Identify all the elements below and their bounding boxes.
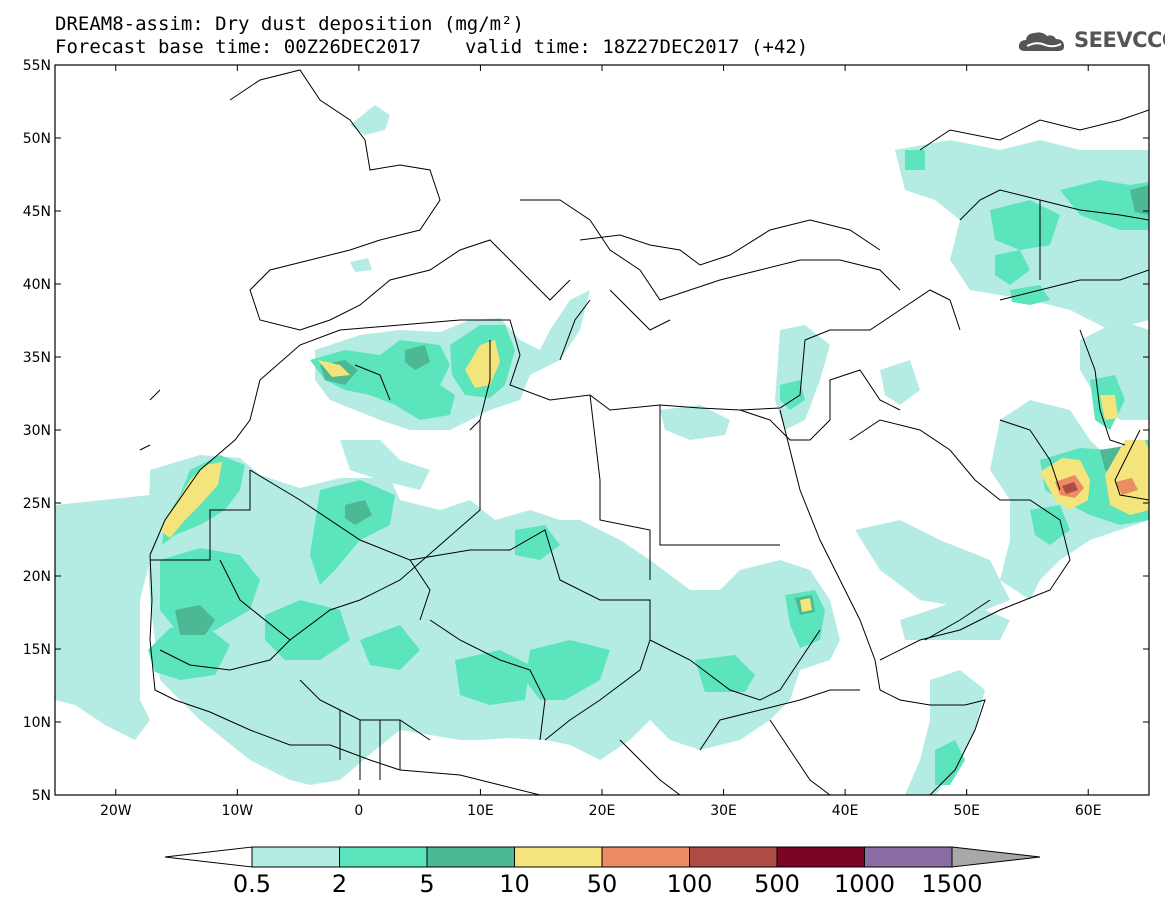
colorbar-swatch [251,846,340,868]
lon-label: 60E [1075,803,1102,819]
lon-label: 50E [953,803,980,819]
lon-label: 10W [221,803,253,819]
colorbar-swatch [339,846,428,868]
axis-ticks [55,64,1149,796]
cloud-icon [1018,32,1065,51]
dust-field [55,105,1149,795]
lon-label: 20E [589,803,616,819]
colorbar-label: 10 [499,870,530,898]
lat-label: 40N [23,277,51,293]
logo-text: SEEVCCC [1074,28,1165,52]
lat-label: 5N [32,788,51,804]
lat-label: 35N [23,350,51,366]
colorbar-upper-arrow [951,846,1041,868]
lon-label: 30E [710,803,737,819]
colorbar-swatch [864,846,953,868]
colorbar-swatch [426,846,515,868]
colorbar-swatch [601,846,690,868]
lat-label: 25N [23,496,51,512]
latitude-labels: 55N 50N 45N 40N 35N 30N 25N 20N 15N 10N 5N [23,58,51,804]
longitude-labels: 20W 10W 0 10E 20E 30E 40E 50E 60E [100,803,1102,819]
lat-label: 15N [23,642,51,658]
colorbar-label: 0.5 [233,870,271,898]
colorbar-label: 500 [754,870,800,898]
boundaries [139,69,1149,795]
lon-label: 0 [354,803,363,819]
valid-time: valid time: 18Z27DEC2017 (+42) [465,36,809,58]
lon-label: 10E [467,803,494,819]
forecast-times: Forecast base time: 00Z26DEC2017 valid ti… [55,37,808,57]
base-time: Forecast base time: 00Z26DEC2017 [55,36,422,58]
colorbar-label: 100 [667,870,713,898]
lat-label: 30N [23,423,51,439]
colorbar-swatch [689,846,778,868]
map-title: DREAM8-assim: Dry dust deposition (mg/m²… [55,13,524,35]
colorbar-label: 5 [419,870,434,898]
colorbar: 0.5 2 5 10 50 100 500 1000 1500 [164,846,1041,898]
lon-label: 40E [832,803,859,819]
lat-label: 10N [23,715,51,731]
lat-label: 20N [23,569,51,585]
colorbar-swatch [514,846,603,868]
colorbar-label: 1500 [921,870,982,898]
colorbar-lower-arrow [164,846,253,868]
lat-label: 55N [23,58,51,74]
lon-label: 20W [100,803,132,819]
colorbar-swatch [776,846,865,868]
lat-label: 50N [23,131,51,147]
colorbar-label: 2 [332,870,347,898]
colorbar-label: 1000 [834,870,895,898]
colorbar-label: 50 [587,870,618,898]
lat-label: 45N [23,204,51,220]
